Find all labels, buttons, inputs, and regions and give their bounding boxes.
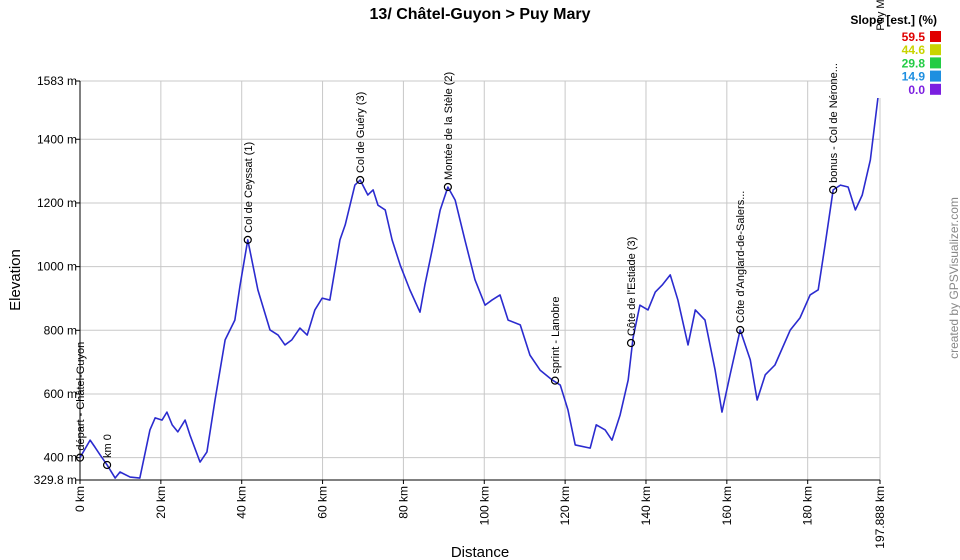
legend-label: 29.8 <box>902 56 926 70</box>
legend-swatch <box>930 70 941 82</box>
chart-title: 13/ Châtel-Guyon > Puy Mary <box>370 6 591 23</box>
y-tick-label: 1583 m <box>37 74 77 88</box>
waypoint-marker <box>443 182 452 192</box>
legend-swatch <box>930 57 941 69</box>
y-tick-label: 1200 m <box>37 196 77 210</box>
x-tick-label: 197.888 km <box>873 486 887 549</box>
x-tick-label: 40 km <box>235 486 249 519</box>
waypoint-marker <box>356 175 365 185</box>
y-tick-label: 600 m <box>44 387 77 401</box>
legend-swatch <box>930 31 941 42</box>
waypoint-label: Côte d'Anglard-de-Salers... <box>735 191 747 323</box>
waypoint-label: Col de Ceyssat (1) <box>243 142 255 233</box>
legend-title: Slope [est.] (%) <box>850 13 937 27</box>
x-tick-label: 160 km <box>720 486 734 525</box>
legend-swatch <box>930 44 941 56</box>
x-tick-label: 180 km <box>801 486 815 525</box>
legend-label: 59.5 <box>902 30 926 44</box>
y-tick-label: 400 m <box>44 451 77 465</box>
waypoint-label: Col de Guéry (3) <box>355 92 367 173</box>
waypoint-marker <box>550 376 560 385</box>
x-tick-label: 120 km <box>558 486 572 525</box>
waypoint-label: bonus - Col de Nérone... <box>828 63 840 183</box>
waypoint-marker <box>75 453 85 462</box>
waypoint-label: départ - Châtel-Guyon <box>75 342 87 451</box>
y-tick-label: 329.8 m <box>34 473 77 487</box>
credit: created by GPSVisualizer.com <box>947 197 960 359</box>
y-tick-label: 800 m <box>44 323 77 337</box>
x-tick-label: 100 km <box>477 486 491 525</box>
x-tick-label: 140 km <box>639 486 653 525</box>
legend-label: 14.9 <box>902 70 926 84</box>
waypoint-label: sprint - Lanobre <box>550 297 562 374</box>
y-axis-label: Elevation <box>7 249 24 311</box>
waypoint-label: Côte de l'Estiade (3) <box>626 237 638 336</box>
x-tick-label: 20 km <box>154 486 168 519</box>
waypoint-marker <box>102 460 112 470</box>
x-tick-label: 60 km <box>316 486 330 519</box>
y-tick-label: 1000 m <box>37 260 77 274</box>
waypoint-label: Montée de la Stèle (2) <box>443 72 455 180</box>
waypoint-label: km 0 <box>102 434 114 458</box>
legend-label: 44.6 <box>902 43 926 57</box>
x-tick-label: 0 km <box>73 486 87 512</box>
waypoint-marker <box>829 185 838 194</box>
legend-swatch <box>930 83 941 95</box>
legend-label: 0.0 <box>908 83 925 97</box>
waypoint-marker <box>736 325 745 335</box>
waypoint-marker <box>243 235 252 244</box>
elevation-line <box>79 80 881 479</box>
waypoint-marker <box>626 338 636 348</box>
y-tick-label: 1400 m <box>37 132 77 146</box>
x-tick-label: 80 km <box>396 486 410 519</box>
x-axis-label: Distance <box>451 544 509 560</box>
